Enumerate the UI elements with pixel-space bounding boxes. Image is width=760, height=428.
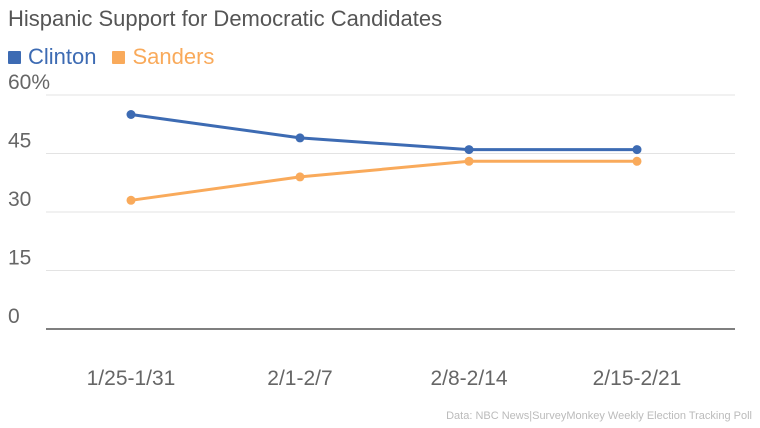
data-point-clinton — [126, 110, 136, 119]
data-point-clinton — [632, 145, 642, 155]
legend-label-sanders: Sanders — [132, 44, 215, 69]
series-line-sanders — [129, 159, 639, 202]
legend-swatch-sanders — [112, 50, 126, 64]
chart-title: Hispanic Support for Democratic Candidat… — [8, 6, 443, 31]
data-point-clinton — [295, 133, 305, 143]
legend-item-sanders: Sanders — [112, 44, 214, 70]
chart-legend: Clinton Sanders — [8, 44, 230, 70]
x-tick-label: 2/8-2/14 — [430, 367, 507, 390]
x-tick-label: 1/25-1/31 — [87, 367, 176, 390]
data-point-clinton — [464, 145, 474, 155]
data-point-sanders — [126, 195, 136, 205]
x-tick-label: 2/15-2/21 — [593, 367, 682, 390]
y-tick-label: 30 — [8, 188, 31, 211]
legend-swatch-clinton — [8, 50, 21, 64]
data-point-sanders — [632, 156, 642, 166]
y-tick-label: 0 — [8, 305, 20, 328]
data-point-sanders — [295, 172, 305, 182]
y-tick-label: 60% — [8, 71, 50, 94]
data-point-sanders — [464, 156, 474, 166]
source-note: Data: NBC News|SurveyMonkey Weekly Elect… — [446, 410, 752, 422]
legend-item-clinton: Clinton — [8, 44, 96, 70]
x-tick-label: 2/1-2/7 — [267, 367, 332, 390]
y-tick-label: 45 — [8, 130, 31, 153]
series-line-clinton — [129, 113, 639, 152]
legend-label-clinton: Clinton — [28, 44, 97, 69]
y-tick-label: 15 — [8, 247, 31, 270]
